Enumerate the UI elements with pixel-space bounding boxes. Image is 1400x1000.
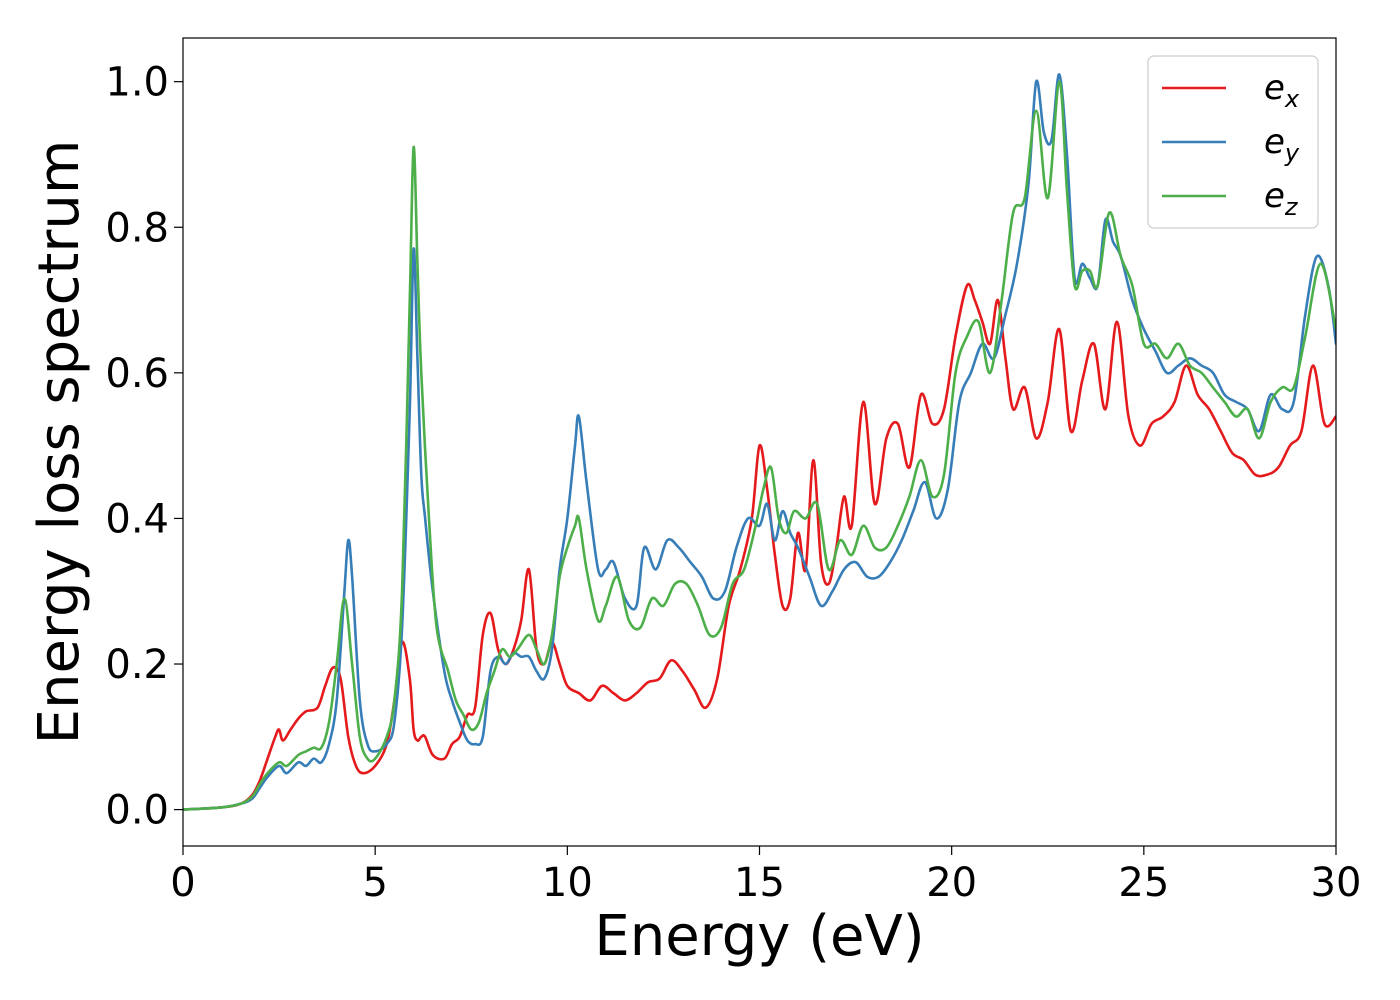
legend-label-z: ez — [1264, 176, 1299, 221]
legend-box — [1147, 55, 1319, 229]
legend-label-x: ex — [1264, 68, 1300, 113]
series-line-z — [183, 80, 1336, 811]
y-tick-label: 0.8 — [105, 205, 169, 251]
x-tick-label: 5 — [362, 860, 387, 906]
y-tick-label: 1.0 — [105, 60, 169, 106]
x-tick-label: 25 — [1118, 860, 1169, 906]
x-tick-label: 15 — [734, 860, 785, 906]
x-axis: 0 5 10 15 20 25 30 — [170, 846, 1361, 906]
x-tick-label: 10 — [542, 860, 593, 906]
y-tick-label: 0.6 — [105, 351, 169, 397]
legend: ex ey ez — [1147, 55, 1319, 229]
legend-label-y: ey — [1264, 122, 1300, 167]
y-tick-label: 0.0 — [105, 788, 169, 834]
plot-area — [183, 73, 1336, 811]
y-axis: 0.0 0.2 0.4 0.6 0.8 1.0 — [105, 60, 183, 834]
y-tick-label: 0.2 — [105, 642, 169, 688]
y-axis-label: Energy loss spectrum — [27, 140, 92, 745]
x-tick-label: 30 — [1311, 860, 1362, 906]
x-axis-label: Energy (eV) — [594, 904, 924, 969]
series-line-x — [183, 282, 1336, 811]
x-tick-label: 20 — [926, 860, 977, 906]
y-tick-label: 0.4 — [105, 496, 169, 542]
x-tick-label: 0 — [170, 860, 195, 906]
